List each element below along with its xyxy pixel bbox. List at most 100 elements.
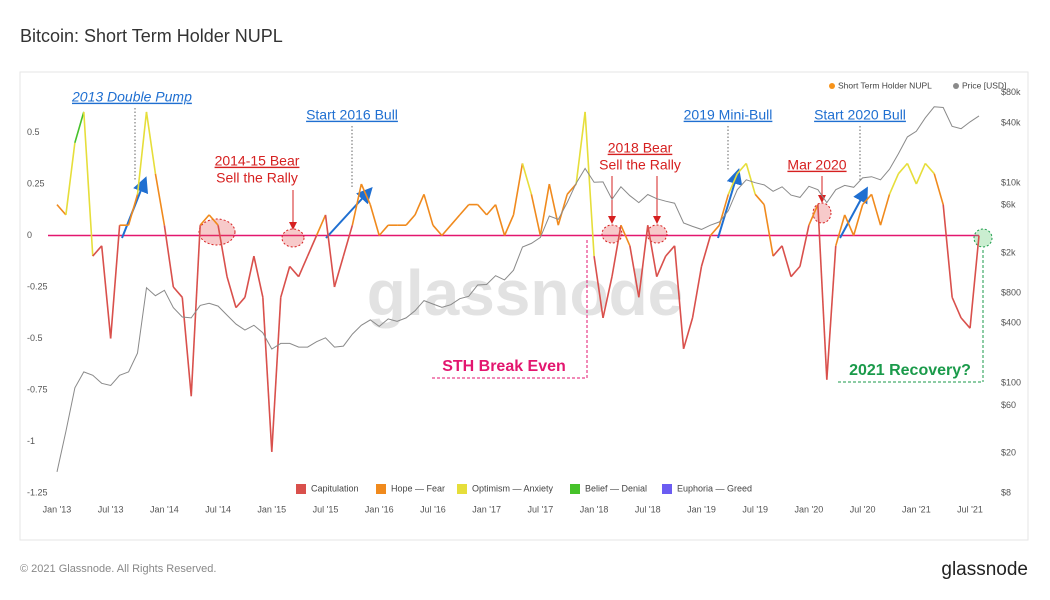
zone-legend-label: Optimism — Anxiety — [472, 483, 554, 493]
x-tick-label: Jan '14 — [150, 504, 179, 514]
nupl-segment — [351, 183, 363, 226]
nupl-segment — [459, 204, 470, 216]
copyright: © 2021 Glassnode. All Rights Reserved. — [20, 563, 216, 575]
nupl-segment — [244, 255, 255, 298]
annotation-arrow — [717, 168, 743, 239]
nupl-segment — [369, 204, 380, 236]
nupl-segment — [915, 163, 927, 185]
y2-tick-label: $8 — [1001, 487, 1011, 497]
nupl-segment — [682, 317, 694, 350]
nupl-segment — [92, 245, 103, 257]
nupl-segment — [691, 266, 703, 319]
zone-legend-label: Hope — Fear — [391, 483, 445, 493]
nupl-segment — [638, 225, 649, 298]
brand-logo: glassnode — [941, 559, 1028, 580]
annotation: 2014-15 Bear — [215, 153, 300, 169]
nupl-segment — [924, 162, 935, 175]
nupl-segment — [897, 162, 908, 175]
nupl-segment — [727, 173, 739, 195]
annotation: Sell the Rally — [599, 157, 681, 173]
nupl-segment — [906, 163, 918, 185]
nupl-segment — [700, 235, 712, 267]
x-tick-label: Jan '13 — [43, 504, 72, 514]
nupl-segment — [423, 194, 434, 226]
y2-tick-label: $800 — [1001, 287, 1021, 297]
nupl-segment — [262, 297, 273, 452]
y2-tick-label: $6k — [1001, 200, 1016, 210]
zone-legend-swatch — [570, 484, 580, 494]
nupl-segment — [960, 317, 971, 329]
chart-title: Bitcoin: Short Term Holder NUPL — [20, 26, 283, 46]
nupl-segment — [521, 163, 533, 195]
nupl-segment — [181, 297, 193, 397]
nupl-segment — [226, 276, 237, 308]
nupl-segment — [852, 204, 864, 236]
y-tick-label: 0.25 — [27, 178, 45, 188]
y-tick-label: -0.75 — [27, 384, 48, 394]
nupl-segment — [620, 224, 631, 247]
annotation: 2021 Recovery? — [849, 362, 971, 379]
recovery-circle — [973, 228, 993, 248]
annotation-arrow — [325, 187, 373, 239]
nupl-segment — [199, 214, 210, 226]
nupl-segment — [826, 245, 837, 380]
nupl-segment — [530, 194, 542, 236]
highlight-circle — [601, 224, 623, 244]
highlight-circle — [812, 202, 832, 224]
nupl-segment — [83, 111, 94, 257]
y2-tick-label: $20 — [1001, 448, 1016, 458]
nupl-segment — [154, 173, 166, 226]
y-tick-label: -0.5 — [27, 333, 43, 343]
legend-marker — [829, 83, 835, 89]
watermark: glassnode — [367, 257, 684, 329]
nupl-segment — [235, 296, 246, 309]
annotation: Sell the Rally — [216, 170, 298, 186]
nupl-segment — [315, 214, 327, 236]
x-tick-label: Jan '20 — [795, 504, 824, 514]
y2-tick-label: $100 — [1001, 378, 1021, 388]
nupl-segment — [790, 265, 801, 278]
legend-label: Short Term Holder NUPL — [838, 80, 932, 90]
y-tick-label: 0.5 — [27, 127, 40, 137]
nupl-segment — [289, 265, 300, 278]
nupl-segment — [754, 193, 765, 206]
x-tick-label: Jan '21 — [902, 504, 931, 514]
nupl-segment — [951, 296, 962, 319]
nupl-segment — [575, 111, 586, 185]
annotation: Start 2020 Bull — [814, 107, 906, 123]
nupl-segment — [781, 245, 792, 277]
x-tick-label: Jan '16 — [365, 504, 394, 514]
x-tick-label: Jan '15 — [257, 504, 286, 514]
legend-label: Price [USD] — [962, 80, 1006, 90]
nupl-segment — [56, 204, 67, 216]
x-tick-label: Jul '21 — [957, 504, 983, 514]
zone-legend-swatch — [376, 484, 386, 494]
legend-marker — [953, 83, 959, 89]
highlight-circle — [198, 218, 236, 246]
nupl-segment — [145, 111, 157, 174]
nupl-segment — [933, 173, 944, 205]
nupl-segment — [673, 245, 685, 349]
nupl-segment — [557, 194, 568, 226]
x-tick-label: Jan '19 — [687, 504, 716, 514]
annotation: 2013 Double Pump — [71, 89, 192, 105]
y2-tick-label: $2k — [1001, 247, 1016, 257]
nupl-segment — [253, 255, 264, 298]
nupl-segment — [136, 111, 148, 195]
nupl-segment — [109, 225, 121, 339]
nupl-segment — [503, 214, 515, 236]
nupl-segment — [74, 111, 85, 144]
zone-legend-swatch — [457, 484, 467, 494]
nupl-segment — [486, 204, 497, 216]
zone-legend-label: Capitulation — [311, 483, 359, 493]
nupl-segment — [763, 204, 774, 257]
nupl-segment — [611, 225, 622, 277]
nupl-segment — [602, 276, 613, 319]
x-tick-label: Jul '13 — [98, 504, 124, 514]
y2-tick-label: $60 — [1001, 400, 1016, 410]
y-tick-label: -1 — [27, 436, 35, 446]
y-tick-label: 0 — [27, 230, 32, 240]
nupl-segment — [969, 235, 980, 329]
nupl-segment — [539, 183, 551, 236]
